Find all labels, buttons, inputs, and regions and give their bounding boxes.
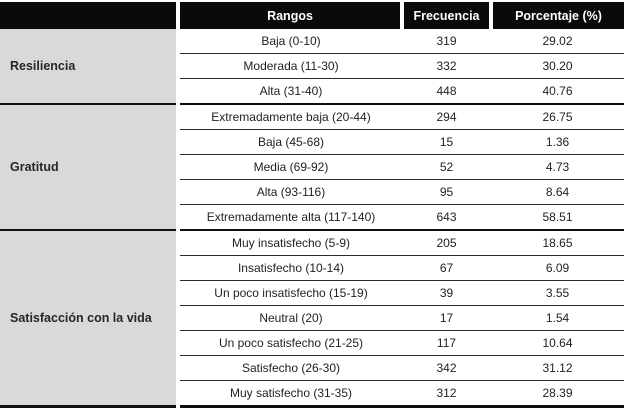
range-cell: Baja (45-68) xyxy=(178,129,402,155)
col-header-frecuencia: Frecuencia xyxy=(400,2,491,29)
range-cell: Muy satisfecho (31-35) xyxy=(178,380,402,408)
percentage-cell: 26.75 xyxy=(491,104,624,130)
table-row: Gratitud Extremadamente baja (20-44) 294… xyxy=(0,104,624,231)
frequency-cell: 312 xyxy=(402,380,491,408)
percentage-cell: 3.55 xyxy=(491,280,624,306)
corner-header-cell xyxy=(0,2,178,29)
frequency-cell: 95 xyxy=(402,179,491,205)
table-row: Alta (31-40) 448 40.76 xyxy=(0,78,624,105)
frequency-cell: 643 xyxy=(402,204,491,231)
frequency-cell: 342 xyxy=(402,355,491,381)
range-cell: Neutral (20) xyxy=(178,305,402,331)
range-cell: Media (69-92) xyxy=(178,154,402,180)
frequency-cell: 39 xyxy=(402,280,491,306)
range-cell: Un poco insatisfecho (15-19) xyxy=(178,280,402,306)
range-cell: Alta (31-40) xyxy=(178,78,402,105)
frequency-cell: 117 xyxy=(402,330,491,356)
percentage-cell: 29.02 xyxy=(491,29,624,54)
range-cell: Insatisfecho (10-14) xyxy=(178,255,402,281)
table-row: Resiliencia Baja (0-10) 319 29.02 xyxy=(0,29,624,105)
range-cell: Extremadamente alta (117-140) xyxy=(178,204,402,231)
group-label-satisfaccion: Satisfacción con la vida xyxy=(0,230,180,408)
frequency-cell: 448 xyxy=(402,78,491,105)
percentage-cell: 30.20 xyxy=(491,53,624,79)
percentage-cell: 1.54 xyxy=(491,305,624,331)
table-row: Un poco insatisfecho (15-19) 39 3.55 xyxy=(0,280,624,306)
range-cell: Extremadamente baja (20-44) xyxy=(178,104,402,130)
frequency-cell: 17 xyxy=(402,305,491,331)
header-row: Rangos Frecuencia Porcentaje (%) xyxy=(0,2,624,29)
range-cell: Moderada (11-30) xyxy=(178,53,402,79)
col-header-rangos: Rangos xyxy=(176,2,402,29)
frequency-cell: 332 xyxy=(402,53,491,79)
percentage-cell: 31.12 xyxy=(491,355,624,381)
frequency-cell: 294 xyxy=(402,104,491,130)
table-row: Extremadamente alta (117-140) 643 58.51 xyxy=(0,204,624,231)
frequency-cell: 52 xyxy=(402,154,491,180)
percentage-cell: 28.39 xyxy=(491,380,624,408)
frequency-cell: 67 xyxy=(402,255,491,281)
range-cell: Muy insatisfecho (5-9) xyxy=(178,230,402,256)
frequency-cell: 205 xyxy=(402,230,491,256)
percentage-cell: 10.64 xyxy=(491,330,624,356)
percentage-cell: 1.36 xyxy=(491,129,624,155)
range-cell: Un poco satisfecho (21-25) xyxy=(178,330,402,356)
table-header: Rangos Frecuencia Porcentaje (%) xyxy=(0,2,624,29)
percentage-cell: 58.51 xyxy=(491,204,624,231)
percentage-cell: 40.76 xyxy=(491,78,624,105)
col-header-porcentaje: Porcentaje (%) xyxy=(489,2,624,29)
percentage-cell: 6.09 xyxy=(491,255,624,281)
table-row: Satisfacción con la vida Muy insatisfech… xyxy=(0,230,624,408)
table-row: Alta (93-116) 95 8.64 xyxy=(0,179,624,205)
group-label-resiliencia: Resiliencia xyxy=(0,29,180,105)
table-row: Media (69-92) 52 4.73 xyxy=(0,154,624,180)
percentage-cell: 4.73 xyxy=(491,154,624,180)
frequency-cell: 319 xyxy=(402,29,491,54)
frequency-cell: 15 xyxy=(402,129,491,155)
table-row: Neutral (20) 17 1.54 xyxy=(0,305,624,331)
table-row: Satisfecho (26-30) 342 31.12 xyxy=(0,355,624,381)
table-body: Resiliencia Baja (0-10) 319 29.02 Modera… xyxy=(0,29,624,408)
range-cell: Alta (93-116) xyxy=(178,179,402,205)
table-row: Moderada (11-30) 332 30.20 xyxy=(0,53,624,79)
percentage-cell: 18.65 xyxy=(491,230,624,256)
table-row: Baja (45-68) 15 1.36 xyxy=(0,129,624,155)
range-cell: Baja (0-10) xyxy=(178,29,402,54)
table-row: Insatisfecho (10-14) 67 6.09 xyxy=(0,255,624,281)
range-cell: Satisfecho (26-30) xyxy=(178,355,402,381)
group-label-gratitud: Gratitud xyxy=(0,104,180,231)
percentage-cell: 8.64 xyxy=(491,179,624,205)
table-row: Muy satisfecho (31-35) 312 28.39 xyxy=(0,380,624,408)
table-row: Un poco satisfecho (21-25) 117 10.64 xyxy=(0,330,624,356)
